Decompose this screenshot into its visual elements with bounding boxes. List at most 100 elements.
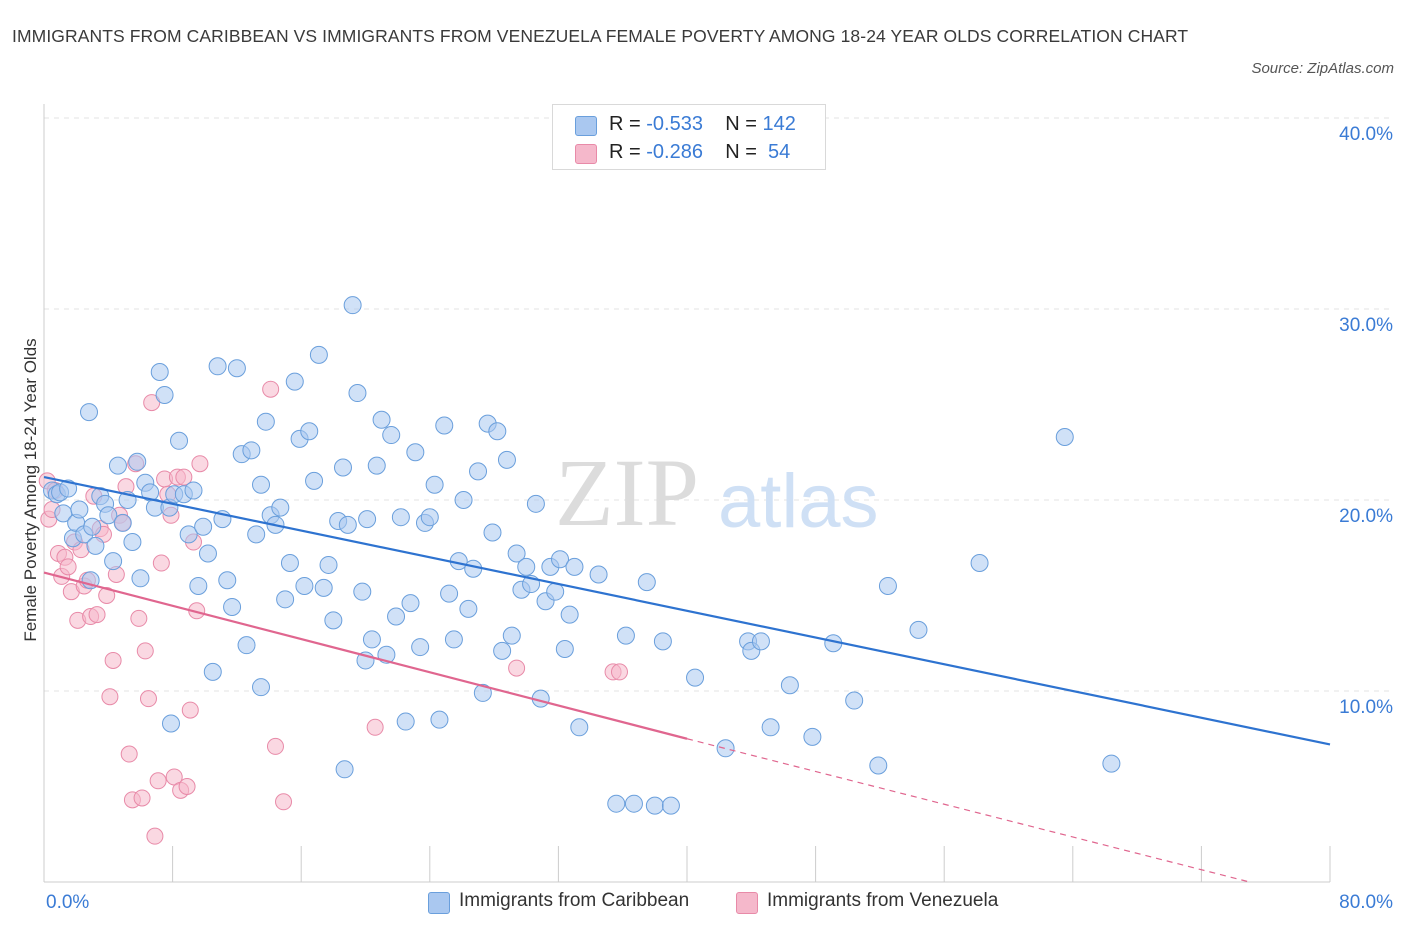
grid-lines bbox=[44, 117, 1390, 692]
caribbean-point bbox=[761, 718, 780, 737]
caribbean-point bbox=[391, 508, 410, 527]
venezuela-point bbox=[136, 642, 154, 660]
caribbean-point bbox=[387, 607, 406, 626]
legend-swatch-venezuela bbox=[575, 144, 597, 164]
venezuela-point bbox=[59, 558, 77, 576]
caribbean-point bbox=[869, 756, 888, 775]
caribbean-point bbox=[425, 475, 444, 494]
trend-lines bbox=[43, 476, 1331, 883]
caribbean-point bbox=[502, 626, 521, 645]
y-tick-label: 20.0% bbox=[1339, 506, 1393, 527]
legend-swatch-caribbean bbox=[575, 116, 597, 136]
watermark-zip: ZIP bbox=[555, 439, 699, 546]
caribbean-point bbox=[99, 506, 118, 525]
caribbean-point bbox=[845, 691, 864, 710]
caribbean-point bbox=[242, 441, 261, 460]
caribbean-point bbox=[338, 515, 357, 534]
caribbean-point bbox=[314, 578, 333, 597]
caribbean-point bbox=[396, 712, 415, 731]
caribbean-point bbox=[420, 508, 439, 527]
caribbean-point bbox=[430, 710, 449, 729]
caribbean-point bbox=[305, 471, 324, 490]
caribbean-point bbox=[179, 525, 198, 544]
caribbean-point bbox=[444, 630, 463, 649]
trend-line-venezuela bbox=[43, 571, 688, 740]
caribbean-point bbox=[483, 523, 502, 542]
caribbean-point bbox=[473, 683, 492, 702]
caribbean-point bbox=[803, 727, 822, 746]
caribbean-point bbox=[319, 555, 338, 574]
caribbean-point bbox=[333, 458, 352, 477]
legend-stats: R = -0.533 N = 142 R = -0.286 N = 54 bbox=[552, 104, 826, 170]
caribbean-point bbox=[358, 510, 377, 529]
caribbean-point bbox=[208, 357, 227, 376]
caribbean-point bbox=[343, 296, 362, 315]
caribbean-point bbox=[406, 443, 425, 462]
venezuela-point bbox=[266, 737, 284, 755]
caribbean-point bbox=[565, 557, 584, 576]
legend-label-venezuela: Immigrants from Venezuela bbox=[767, 890, 999, 911]
caribbean-point bbox=[104, 552, 123, 571]
venezuela-point bbox=[98, 587, 116, 604]
caribbean-point bbox=[80, 403, 99, 422]
caribbean-point bbox=[227, 359, 246, 378]
caribbean-points bbox=[43, 296, 1121, 815]
caribbean-point bbox=[198, 544, 217, 563]
chart-title: IMMIGRANTS FROM CARIBBEAN VS IMMIGRANTS … bbox=[12, 26, 1189, 46]
venezuela-point bbox=[133, 789, 151, 807]
venezuela-point bbox=[262, 380, 280, 398]
caribbean-point bbox=[59, 479, 78, 498]
caribbean-point bbox=[367, 456, 386, 475]
y-tick-labels: 10.0% 20.0% 30.0% 40.0% bbox=[1339, 124, 1393, 718]
caribbean-point bbox=[131, 569, 150, 588]
trend-line-venezuela-extension bbox=[686, 738, 1250, 883]
r-label: R = bbox=[609, 141, 641, 163]
caribbean-point bbox=[589, 565, 608, 584]
caribbean-point bbox=[247, 525, 266, 544]
caribbean-point bbox=[751, 632, 770, 651]
caribbean-point bbox=[624, 794, 643, 813]
x-tick-label: 80.0% bbox=[1339, 892, 1393, 913]
n-value: 54 bbox=[768, 141, 791, 163]
caribbean-point bbox=[645, 796, 664, 815]
caribbean-point bbox=[155, 385, 174, 404]
caribbean-point bbox=[285, 372, 304, 391]
caribbean-point bbox=[324, 611, 343, 630]
venezuela-point bbox=[139, 690, 157, 708]
caribbean-point bbox=[716, 739, 735, 758]
venezuela-point bbox=[508, 659, 526, 677]
caribbean-point bbox=[686, 668, 705, 687]
caribbean-point bbox=[909, 620, 928, 639]
venezuela-point bbox=[101, 688, 119, 706]
caribbean-point bbox=[252, 678, 271, 697]
caribbean-point bbox=[189, 576, 208, 595]
caribbean-point bbox=[551, 550, 570, 569]
trend-line-caribbean bbox=[43, 476, 1331, 746]
caribbean-point bbox=[252, 475, 271, 494]
legend-swatch-venezuela bbox=[736, 892, 758, 914]
caribbean-point bbox=[493, 641, 512, 660]
caribbean-point bbox=[309, 345, 328, 364]
venezuela-point bbox=[120, 745, 138, 763]
legend-label-caribbean: Immigrants from Caribbean bbox=[459, 890, 690, 911]
caribbean-point bbox=[517, 557, 536, 576]
venezuela-point bbox=[143, 394, 161, 412]
caribbean-point bbox=[878, 576, 897, 595]
r-value: -0.533 bbox=[646, 113, 703, 135]
caribbean-point bbox=[411, 638, 430, 657]
caribbean-point bbox=[435, 416, 454, 435]
caribbean-point bbox=[362, 630, 381, 649]
venezuela-point bbox=[275, 793, 293, 811]
venezuela-point bbox=[130, 609, 148, 627]
caribbean-point bbox=[108, 456, 127, 475]
caribbean-point bbox=[607, 794, 626, 813]
venezuela-point bbox=[191, 455, 209, 473]
caribbean-point bbox=[507, 544, 526, 563]
caribbean-point bbox=[440, 584, 459, 603]
caribbean-point bbox=[454, 491, 473, 509]
caribbean-point bbox=[382, 426, 401, 445]
caribbean-point bbox=[459, 599, 478, 618]
source-label: Source: ZipAtlas.com bbox=[1251, 60, 1394, 77]
y-axis-label: Female Poverty Among 18-24 Year Olds bbox=[21, 338, 40, 642]
caribbean-point bbox=[86, 536, 105, 555]
